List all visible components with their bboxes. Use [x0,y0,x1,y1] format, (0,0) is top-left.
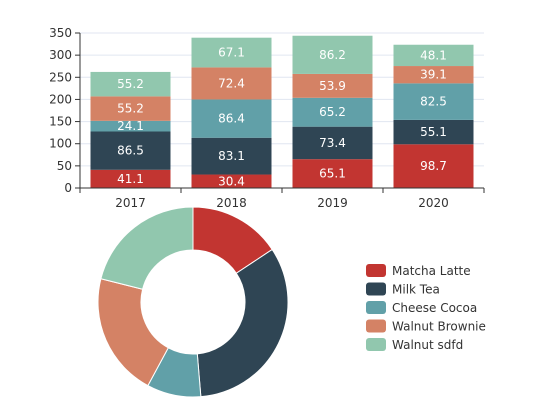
x-tick-label: 2017 [115,196,146,210]
bar-segment [393,119,474,145]
bar-segment [292,73,373,98]
legend-label: Walnut sdfd [392,338,463,352]
bar-segment [191,137,272,175]
legend-swatch [366,282,386,296]
x-axis: 2017 2018 2019 2020 [79,187,485,210]
y-tick-label: 350 [49,26,72,40]
bar-value-label: 41.1 [117,172,144,186]
bar-value-label: 67.1 [218,46,245,60]
bar-value-label: 86.5 [117,144,144,158]
bar-value-label: 86.4 [218,112,245,126]
bar-segment [191,174,272,188]
stacked-bar-chart: 0 50 100 150 200 250 300 350 41.1 86.5 24.1 55.2 55… [49,26,485,210]
bar-value-label: 83.1 [218,149,245,163]
bar-value-label: 30.4 [218,174,245,188]
bar-segment [393,144,474,188]
donut-slices [97,206,289,398]
bar-value-label: 82.5 [420,95,447,109]
bar-value-label: 65.1 [319,167,346,181]
y-axis: 0 50 100 150 200 250 300 350 [49,26,81,195]
y-tick-label: 150 [49,115,72,129]
bar-segment [191,67,272,100]
bar-value-label: 53.9 [319,79,346,93]
legend-swatch [366,301,386,314]
legend: Matcha Latte Milk Tea Cheese Cocoa Walnut B… [366,264,486,352]
bar-value-label: 39.1 [420,68,447,82]
y-tick-label: 0 [64,181,72,195]
bar-segment [393,83,474,120]
bar-segment [292,97,373,127]
y-tick-label: 300 [49,48,72,62]
bar-value-label: 73.4 [319,136,346,150]
bar-value-label: 24.1 [117,119,144,133]
y-tick-label: 50 [57,159,72,173]
bar-segment [90,96,171,121]
bar-segment [90,71,171,97]
legend-label: Matcha Latte [392,264,471,278]
bar-value-label: 86.2 [319,48,346,62]
bar-value-label: 55.2 [117,77,144,91]
bar-value-label: 72.4 [218,76,245,90]
bar-segment [90,169,171,188]
bar-segment [292,126,373,160]
x-tick-label: 2019 [317,196,348,210]
bar-segment [393,66,474,84]
bar-value-label: 55.1 [420,125,447,139]
donut-slice [100,206,194,290]
legend-label: Walnut Brownie [392,320,486,334]
bar-value-label: 98.7 [420,159,447,173]
legend-label: Cheese Cocoa [392,301,477,315]
bar-segment [191,37,272,68]
legend-swatch [366,319,386,333]
bar-value-label: 48.1 [420,48,447,62]
legend-swatch [366,264,386,277]
legend-swatch [366,338,386,351]
bar-value-label: 55.2 [117,102,144,116]
bar-series: 41.1 86.5 24.1 55.2 55.2 30.4 83.1 86.4 72.4 67.1… [90,35,474,188]
donut-chart: Matcha Latte Milk Tea Cheese Cocoa Walnut B… [97,206,486,398]
bar-segment [292,35,373,74]
y-tick-label: 250 [49,70,72,84]
y-tick-label: 200 [49,92,72,106]
bar-segment [90,131,171,170]
bar-segment [393,44,474,67]
donut-slice [196,248,289,398]
x-tick-label: 2020 [418,196,449,210]
y-tick-label: 100 [49,137,72,151]
bar-segment [292,159,373,188]
legend-label: Milk Tea [392,283,440,297]
bar-segment [191,99,272,138]
bar-value-label: 65.2 [319,105,346,119]
bar-segment [90,120,171,132]
x-tick-label: 2018 [216,196,247,210]
